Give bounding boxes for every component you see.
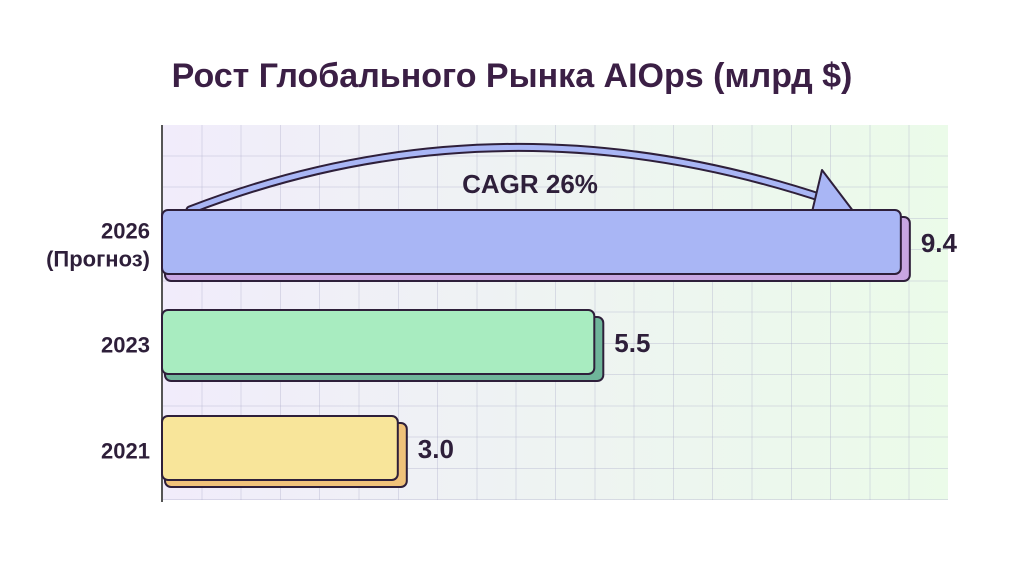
value-label: 5.5 <box>614 328 650 358</box>
y-tick-label: 2023 <box>101 332 150 358</box>
arrow-shaft <box>187 144 831 213</box>
bar <box>161 309 596 375</box>
value-label: 3.0 <box>418 434 454 464</box>
y-tick-label: 2026 (Прогноз) <box>46 218 150 272</box>
value-label: 9.4 <box>921 228 958 258</box>
chart-title: Рост Глобального Рынка AIOps (млрд $) <box>172 57 853 95</box>
bar <box>161 209 902 275</box>
annotation: CAGR 26% <box>462 169 598 199</box>
y-tick-label: 2021 <box>101 438 150 464</box>
bar <box>161 415 399 481</box>
